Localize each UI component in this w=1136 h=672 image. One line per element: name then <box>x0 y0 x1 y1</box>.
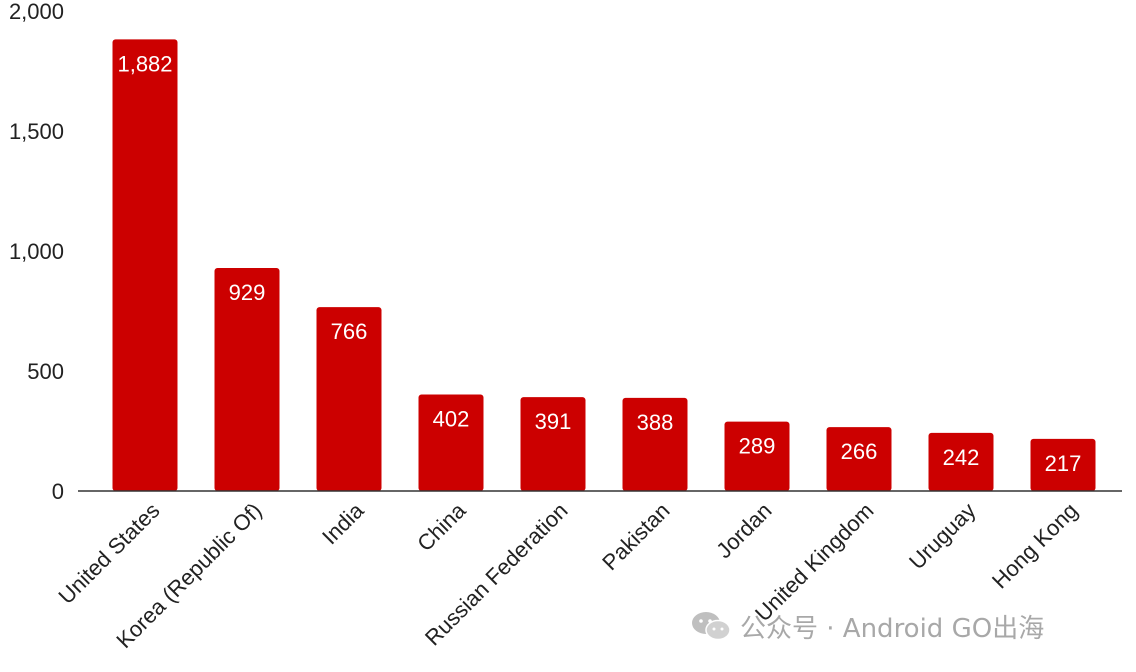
x-category-label: Hong Kong <box>987 498 1083 594</box>
data-label: 217 <box>1045 451 1082 476</box>
watermark: 公众号 · Android GO出海 <box>690 606 1044 646</box>
x-category-label: India <box>317 497 369 549</box>
x-category-label: Uruguay <box>904 498 980 574</box>
bar <box>1030 438 1096 491</box>
y-tick-label: 1,000 <box>9 239 64 264</box>
bars: 1,882 929 766 402 391 388 289 266 242 217 <box>112 39 1096 491</box>
data-label: 242 <box>943 445 980 470</box>
bar <box>520 397 586 491</box>
wechat-icon <box>692 612 731 641</box>
bar <box>622 397 688 491</box>
bar <box>826 427 892 491</box>
y-tick-label: 1,500 <box>9 119 64 144</box>
bar <box>316 307 382 491</box>
data-label: 929 <box>229 280 266 305</box>
x-category-label: China <box>412 497 471 556</box>
bar <box>724 421 790 491</box>
watermark-text: 公众号 · Android GO出海 <box>740 613 1045 644</box>
y-tick-label: 500 <box>27 359 64 384</box>
data-label: 289 <box>739 434 776 459</box>
y-tick-label: 0 <box>52 479 64 504</box>
y-axis: 0 500 1,000 1,500 2,000 <box>9 0 64 504</box>
bar <box>112 39 178 491</box>
data-label: 1,882 <box>117 51 172 76</box>
x-category-label: United States <box>53 498 164 609</box>
x-category-label: Pakistan <box>597 498 674 575</box>
bar <box>214 268 280 491</box>
data-label: 388 <box>637 410 674 435</box>
data-label: 766 <box>331 319 368 344</box>
data-label: 391 <box>535 409 572 434</box>
bar <box>418 394 484 491</box>
data-label: 402 <box>433 407 470 432</box>
data-label: 266 <box>841 439 878 464</box>
y-tick-label: 2,000 <box>9 0 64 24</box>
x-category-label: Jordan <box>711 498 776 563</box>
bar <box>928 432 994 491</box>
